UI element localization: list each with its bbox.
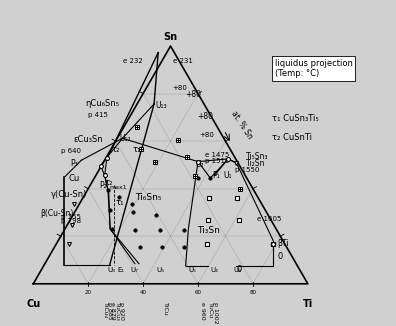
Text: p 920: p 920 [119, 303, 124, 320]
Text: p 798: p 798 [61, 218, 81, 224]
Text: Cu: Cu [69, 174, 80, 183]
Text: τ₂: τ₂ [112, 145, 120, 154]
Text: U₈: U₈ [107, 267, 115, 273]
Text: E₁: E₁ [118, 267, 125, 273]
Text: p 640: p 640 [61, 148, 81, 155]
Text: +80: +80 [198, 112, 213, 121]
Text: τ₁: τ₁ [116, 198, 124, 207]
Text: β(Cu-Sn): β(Cu-Sn) [40, 209, 74, 218]
Text: U₂: U₂ [195, 160, 204, 169]
Text: e 232: e 232 [123, 58, 143, 65]
Text: at. % Sn: at. % Sn [230, 109, 254, 140]
Text: 0: 0 [236, 265, 242, 274]
Text: Cu: Cu [26, 299, 40, 309]
Text: U₅: U₅ [188, 267, 196, 273]
Text: τ₁ CuSn₃Ti₅: τ₁ CuSn₃Ti₅ [272, 113, 319, 123]
Text: εCu₃Sn: εCu₃Sn [73, 135, 103, 144]
Text: τ₂: τ₂ [105, 178, 113, 187]
Text: Ti₂Cu: Ti₂Cu [208, 303, 213, 319]
Text: τ₁: τ₁ [132, 145, 141, 154]
Text: TiCu: TiCu [163, 303, 168, 316]
Text: U₃: U₃ [234, 267, 242, 273]
Text: TiCu₄: TiCu₄ [103, 303, 108, 319]
Text: U₇: U₇ [131, 267, 139, 273]
Text: e 1605: e 1605 [257, 216, 282, 222]
Text: 40: 40 [140, 290, 147, 295]
Text: e 879: e 879 [110, 303, 115, 320]
Text: Ti: Ti [303, 299, 313, 309]
Text: P₁: P₁ [213, 171, 220, 180]
Text: U₁: U₁ [223, 171, 232, 180]
Text: +80: +80 [200, 132, 215, 139]
Text: U₁₂: U₁₂ [120, 134, 131, 143]
Text: Ti₆Sn₅: Ti₆Sn₅ [135, 193, 162, 202]
Text: γ(Cu-Sn): γ(Cu-Sn) [51, 190, 88, 199]
Text: p 1550: p 1550 [235, 167, 259, 173]
Text: ηCu₆Sn₅: ηCu₆Sn₅ [86, 99, 120, 109]
Text: max1: max1 [110, 185, 127, 190]
Text: p 755: p 755 [61, 214, 81, 219]
Text: U₄: U₄ [210, 267, 218, 273]
Text: p 1002: p 1002 [213, 303, 218, 324]
Text: Ti₅Sn₃: Ti₅Sn₃ [246, 153, 268, 161]
Text: Sn: Sn [164, 32, 178, 42]
Text: e 960: e 960 [200, 303, 205, 320]
Text: Ti₃Sn: Ti₃Sn [198, 226, 221, 235]
Text: p 415: p 415 [88, 112, 108, 118]
Text: 20: 20 [85, 290, 92, 295]
Text: U₁₃: U₁₃ [156, 101, 167, 110]
Text: τ₂ CuSnTi: τ₂ CuSnTi [272, 133, 312, 142]
Text: +80: +80 [186, 90, 202, 99]
Text: Ti₂Cu₃: Ti₂Cu₃ [115, 303, 120, 321]
Text: 80: 80 [249, 290, 256, 295]
Text: 0: 0 [278, 252, 283, 261]
Text: p 885: p 885 [107, 303, 112, 320]
Text: p 1510: p 1510 [205, 158, 230, 164]
Text: 60: 60 [194, 290, 202, 295]
Text: +80: +80 [172, 85, 187, 91]
Text: βTi: βTi [277, 240, 289, 248]
Text: Ti₂Sn: Ti₂Sn [246, 158, 265, 168]
Text: P₂: P₂ [100, 181, 107, 190]
Text: e 231: e 231 [173, 58, 193, 65]
Text: e 1475: e 1475 [205, 152, 230, 158]
Text: liquidus projection
(Temp: °C): liquidus projection (Temp: °C) [275, 59, 353, 78]
Text: U₆: U₆ [156, 267, 164, 273]
Text: P₃: P₃ [70, 159, 78, 168]
